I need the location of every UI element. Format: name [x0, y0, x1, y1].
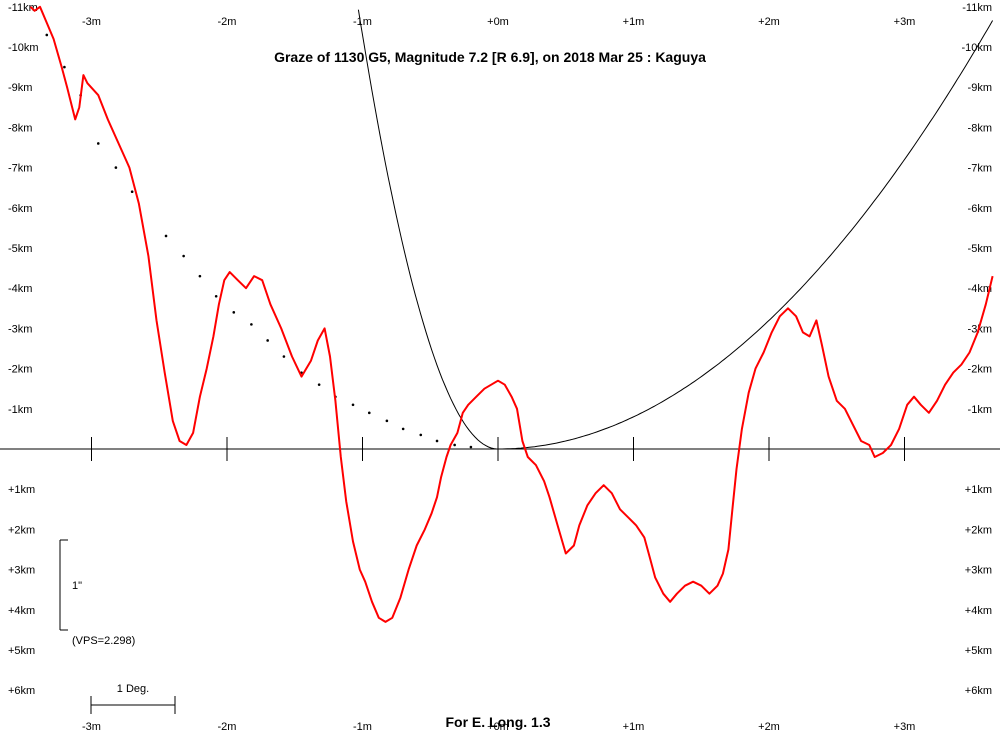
x-tick-label-bottom: -3m [82, 721, 101, 733]
dotted-reference-point [250, 323, 253, 326]
y-tick-label-right: -11km [962, 2, 992, 14]
y-tick-label-left: -10km [8, 42, 39, 54]
y-tick-label-left: +4km [8, 605, 35, 617]
x-tick-label-top: +3m [894, 16, 916, 28]
degree-bar-label: 1 Deg. [117, 683, 149, 695]
dotted-reference-point [469, 445, 473, 449]
y-tick-label-left: +6km [8, 685, 35, 697]
y-tick-label-left: -6km [8, 203, 32, 215]
y-tick-label-right: -8km [968, 122, 992, 134]
x-tick-label-top: +2m [758, 16, 780, 28]
y-tick-label-right: -2km [968, 364, 992, 376]
dotted-reference-point [453, 443, 456, 447]
vps-scale-label: 1" [72, 580, 82, 592]
x-tick-label-bottom: +0m [487, 721, 509, 733]
dotted-reference-point [63, 65, 66, 69]
y-axis-ticks: -11km -11km-10km -10km-9km -9km-8km -8km-7km… [8, 2, 992, 697]
y-tick-label-left: -4km [8, 283, 32, 295]
x-tick-label-top: +0m [487, 16, 509, 28]
y-tick-label-left: -7km [8, 163, 32, 175]
y-tick-label-right: +4km [965, 605, 992, 617]
dotted-reference-point [385, 419, 389, 423]
y-tick-label-right: -1km [968, 404, 992, 416]
dotted-reference-point [266, 339, 269, 342]
dotted-reference-point [214, 294, 218, 298]
y-tick-label-left: -5km [8, 243, 32, 255]
vps-value-label: (VPS=2.298) [72, 635, 135, 647]
y-tick-label-left: +3km [8, 565, 35, 577]
y-tick-label-right: -3km [968, 323, 992, 335]
y-tick-label-left: +2km [8, 524, 35, 536]
y-tick-label-right: -7km [968, 163, 992, 175]
y-tick-label-left: -3km [8, 323, 32, 335]
longitude-footer: For E. Long. 1.3 [445, 714, 550, 730]
x-tick-label-bottom: +2m [758, 721, 780, 733]
y-tick-label-right: +1km [965, 484, 992, 496]
x-tick-label-bottom: +1m [623, 721, 645, 733]
y-tick-label-right: -5km [968, 243, 992, 255]
dotted-reference-point [182, 254, 185, 258]
dotted-reference-point [282, 355, 286, 358]
y-tick-label-left: -9km [8, 82, 32, 94]
dotted-reference-point [130, 190, 134, 194]
y-tick-label-left: -1km [8, 404, 32, 416]
dotted-reference-point [317, 383, 321, 386]
x-tick-label-bottom: -2m [218, 721, 237, 733]
graze-path-curve [357, 9, 994, 450]
y-tick-label-left: -11km [8, 2, 38, 14]
y-tick-label-right: +5km [965, 645, 992, 657]
x-tick-label-bottom: +3m [894, 721, 916, 733]
y-tick-label-right: +2km [965, 524, 992, 536]
x-axis-ticks: -3m -3m -2m -2m -1m -1m +0m +0m +1m +1m +2m +2m +3m +… [82, 16, 915, 733]
dotted-reference-point [435, 439, 439, 443]
dotted-reference-point [232, 311, 236, 314]
y-tick-label-right: -6km [968, 203, 992, 215]
chart-title: Graze of 1130 G5, Magnitude 7.2 [R 6.9],… [274, 49, 706, 65]
dotted-reference-point [45, 33, 49, 37]
y-tick-label-left: -8km [8, 122, 32, 134]
vps-scale-bar: 1" (VPS=2.298) [59, 539, 135, 647]
x-tick-label-bottom: -1m [353, 721, 372, 733]
limb-profile-line [29, 5, 994, 623]
x-tick-label-top: -2m [218, 16, 237, 28]
y-tick-label-right: -4km [968, 283, 992, 295]
dotted-reference-point [419, 433, 423, 437]
x-tick-label-top: -3m [82, 16, 101, 28]
x-tick-label-top: +1m [623, 16, 645, 28]
dotted-reference-point [351, 403, 355, 407]
y-tick-label-right: +3km [965, 565, 992, 577]
y-tick-label-right: +6km [965, 685, 992, 697]
degree-scale-bar: 1 Deg. [90, 683, 176, 714]
y-tick-label-left: +5km [8, 645, 35, 657]
dotted-reference-point [96, 142, 100, 145]
dotted-reference-point [198, 274, 202, 278]
y-tick-label-right: -9km [968, 82, 992, 94]
dotted-reference-series [45, 33, 473, 449]
y-tick-label-left: +1km [8, 484, 35, 496]
dotted-reference-point [164, 234, 168, 238]
dotted-reference-point [367, 411, 371, 415]
y-tick-label-left: -2km [8, 364, 32, 376]
dotted-reference-point [114, 166, 118, 169]
dotted-reference-point [401, 427, 405, 431]
x-tick-label-top: -1m [353, 16, 372, 28]
